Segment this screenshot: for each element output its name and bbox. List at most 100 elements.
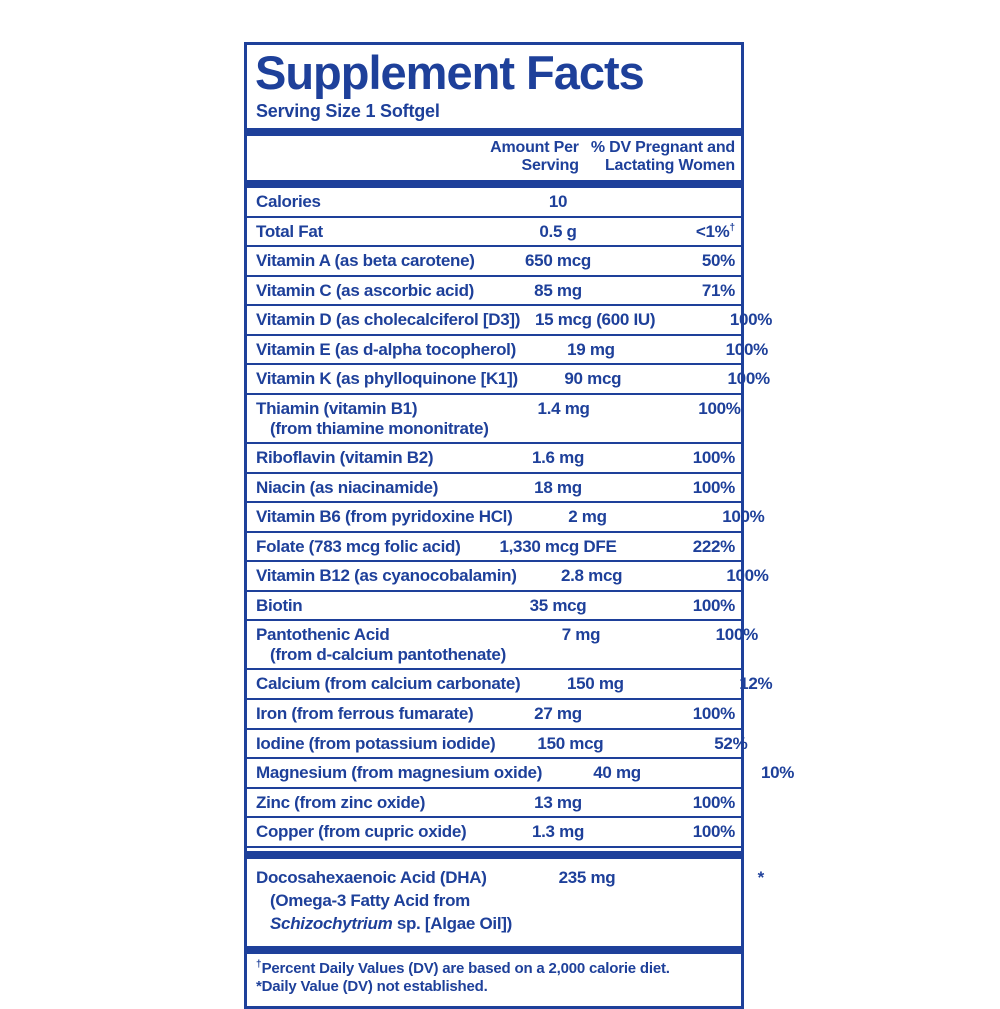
nutrient-name: Vitamin E (as d-alpha tocopherol) — [256, 339, 516, 359]
nutrient-dv: 100% — [692, 595, 736, 615]
nutrient-amount: 1.3 mg — [531, 822, 585, 842]
nutrient-dv: 100% — [726, 566, 769, 586]
nutrient-dv: 100% — [727, 369, 771, 389]
nutrient-row: Pantothenic Acid (from d-calcium pantothe… — [247, 621, 758, 671]
nutrient-amount: 150 mg — [566, 674, 624, 694]
nutrient-row: Calcium (from calcium carbonate) 150 mg … — [247, 670, 773, 700]
nutrient-dv: 100% — [692, 792, 736, 812]
nutrient-dv: 222% — [692, 536, 736, 556]
nutrient-name: Vitamin C (as ascorbic acid) — [256, 280, 475, 300]
nutrient-amount: 15 mcg (600 IU) — [534, 310, 656, 330]
nutrient-row: Vitamin K (as phylloquinone [K1]) 90 mcg… — [247, 365, 770, 395]
dha-name: Docosahexaenoic Acid (DHA) (Omega-3 Fatt… — [256, 867, 512, 936]
nutrient-row: Vitamin A (as beta carotene) 650 mcg 50% — [247, 247, 741, 277]
dv-header-line1: % DV Pregnant and — [590, 139, 735, 156]
nutrient-dv: 10% — [760, 763, 795, 783]
separator-bar-header — [247, 180, 741, 189]
serving-size: Serving Size 1 Softgel — [256, 101, 440, 121]
nutrient-name: Biotin — [256, 595, 303, 615]
nutrient-row: Magnesium (from magnesium oxide) 40 mg 1… — [247, 759, 794, 789]
dha-row: Docosahexaenoic Acid (DHA) (Omega-3 Fatt… — [247, 859, 764, 946]
nutrient-name: Vitamin B12 (as cyanocobalamin) — [256, 566, 517, 586]
dha-amount: 235 mg — [558, 867, 616, 887]
nutrient-name: Niacin (as niacinamide) — [256, 477, 439, 497]
nutrient-dv: 100% — [729, 310, 773, 330]
nutrient-dv: 52% — [714, 733, 748, 753]
dha-name-line1: Docosahexaenoic Acid (DHA) — [256, 867, 487, 887]
nutrient-name: Riboflavin (vitamin B2) — [256, 448, 434, 468]
nutrient-amount: 2.8 mcg — [560, 566, 623, 586]
nutrient-row: Riboflavin (vitamin B2) 1.6 mg 100% — [247, 444, 741, 474]
nutrient-row: Vitamin B12 (as cyanocobalamin) 2.8 mcg … — [247, 562, 769, 592]
nutrient-dv: 100% — [692, 448, 736, 468]
nutrient-dv: 100% — [698, 398, 741, 418]
nutrient-amount: 1.4 mg — [537, 398, 590, 418]
nutrient-table: Calories 10 Total Fat 0.5 g <1%† Vitamin… — [247, 188, 794, 848]
nutrient-name: Vitamin A (as beta carotene) — [256, 251, 475, 271]
nutrient-name: Folate (783 mcg folic acid) — [256, 536, 461, 556]
nutrient-row: Zinc (from zinc oxide) 13 mg 100% — [247, 789, 741, 819]
nutrient-row: Niacin (as niacinamide) 18 mg 100% — [247, 474, 741, 504]
dagger-symbol: † — [256, 958, 262, 970]
footnotes: †Percent Daily Values (DV) are based on … — [247, 954, 741, 1007]
nutrient-dv: 12% — [739, 674, 773, 694]
nutrient-name: Magnesium (from magnesium oxide) — [256, 763, 543, 783]
nutrient-amount: 85 mg — [534, 280, 582, 300]
nutrient-amount: 10 — [548, 192, 568, 212]
separator-bar-dha-top — [247, 850, 741, 859]
nutrient-row: Vitamin E (as d-alpha tocopherol) 19 mg … — [247, 336, 768, 366]
dha-name-line3: Schizochytrium sp. [Algae Oil]) — [256, 913, 512, 936]
dha-name-line3-rest: sp. [Algae Oil]) — [392, 913, 512, 933]
nutrient-name: Vitamin K (as phylloquinone [K1]) — [256, 369, 518, 389]
nutrient-amount: 650 mcg — [525, 251, 591, 271]
nutrient-dv — [633, 192, 735, 212]
nutrient-name: Iron (from ferrous fumarate) — [256, 704, 474, 723]
nutrient-amount: 35 mcg — [529, 595, 587, 615]
dagger-symbol: † — [729, 222, 735, 234]
nutrient-row: Thiamin (vitamin B1) (from thiamine monon… — [247, 395, 741, 445]
nutrient-amount: 0.5 g — [539, 221, 577, 241]
nutrient-name: Vitamin B6 (from pyridoxine HCl) — [256, 507, 513, 527]
nutrient-name: Vitamin D (as cholecalciferol [D3]) — [256, 310, 521, 330]
nutrient-row: Biotin 35 mcg 100% — [247, 592, 741, 622]
nutrient-row: Copper (from cupric oxide) 1.3 mg 100% — [247, 818, 741, 848]
nutrient-row: Vitamin C (as ascorbic acid) 85 mg 71% — [247, 277, 741, 307]
dha-name-line2: (Omega-3 Fatty Acid from — [270, 890, 470, 910]
nutrient-name: Total Fat — [256, 221, 323, 241]
nutrient-name: Thiamin (vitamin B1) (from thiamine monon… — [256, 398, 489, 438]
nutrient-row: Vitamin B6 (from pyridoxine HCl) 2 mg 10… — [247, 503, 765, 533]
nutrient-amount: 40 mg — [593, 763, 641, 783]
nutrient-dv: <1%† — [695, 221, 735, 241]
supplement-facts-panel: Supplement Facts Serving Size 1 Softgel … — [244, 42, 794, 1009]
nutrient-dv: 100% — [692, 822, 736, 842]
nutrient-dv: 50% — [701, 251, 735, 271]
nutrient-name: Pantothenic Acid (from d-calcium pantothe… — [256, 625, 506, 664]
separator-bar-bottom — [247, 945, 741, 954]
nutrient-dv: 100% — [715, 625, 759, 645]
nutrient-name: Copper (from cupric oxide) — [256, 822, 467, 842]
separator-bar-top — [247, 128, 741, 136]
nutrient-amount: 13 mg — [534, 792, 582, 812]
nutrient-name: Iodine (from potassium iodide) — [256, 733, 496, 753]
dha-species-italic: Schizochytrium — [270, 913, 393, 933]
nutrient-name-secondary: (from thiamine mononitrate) — [270, 418, 489, 438]
nutrient-amount: 19 mg — [567, 339, 615, 359]
dha-dv-asterisk: * — [757, 867, 765, 887]
footnote-dv-not-established: *Daily Value (DV) not established. — [256, 978, 488, 996]
nutrient-row: Iodine (from potassium iodide) 150 mcg 5… — [247, 730, 748, 760]
nutrient-dv: 100% — [692, 704, 736, 723]
nutrient-row: Iron (from ferrous fumarate) 27 mg 100% — [247, 700, 741, 730]
nutrient-amount: 2 mg — [568, 507, 607, 527]
dv-header-line2: Lactating Women — [604, 157, 735, 175]
nutrient-amount: 27 mg — [534, 704, 582, 723]
nutrient-amount: 1.6 mg — [531, 448, 585, 468]
nutrient-row: Total Fat 0.5 g <1%† — [247, 218, 741, 248]
nutrient-dv: 100% — [722, 507, 765, 527]
nutrient-row: Vitamin D (as cholecalciferol [D3]) 15 m… — [247, 306, 772, 336]
amount-column-header: Amount Per Serving — [490, 139, 579, 175]
nutrient-row: Calories 10 — [247, 188, 741, 218]
nutrient-amount: 1,330 mcg DFE — [499, 536, 617, 556]
footnote-daily-values: †Percent Daily Values (DV) are based on … — [256, 958, 670, 977]
nutrient-row: Folate (783 mcg folic acid) 1,330 mcg DF… — [247, 533, 741, 563]
nutrient-name: Calcium (from calcium carbonate) — [256, 674, 521, 694]
